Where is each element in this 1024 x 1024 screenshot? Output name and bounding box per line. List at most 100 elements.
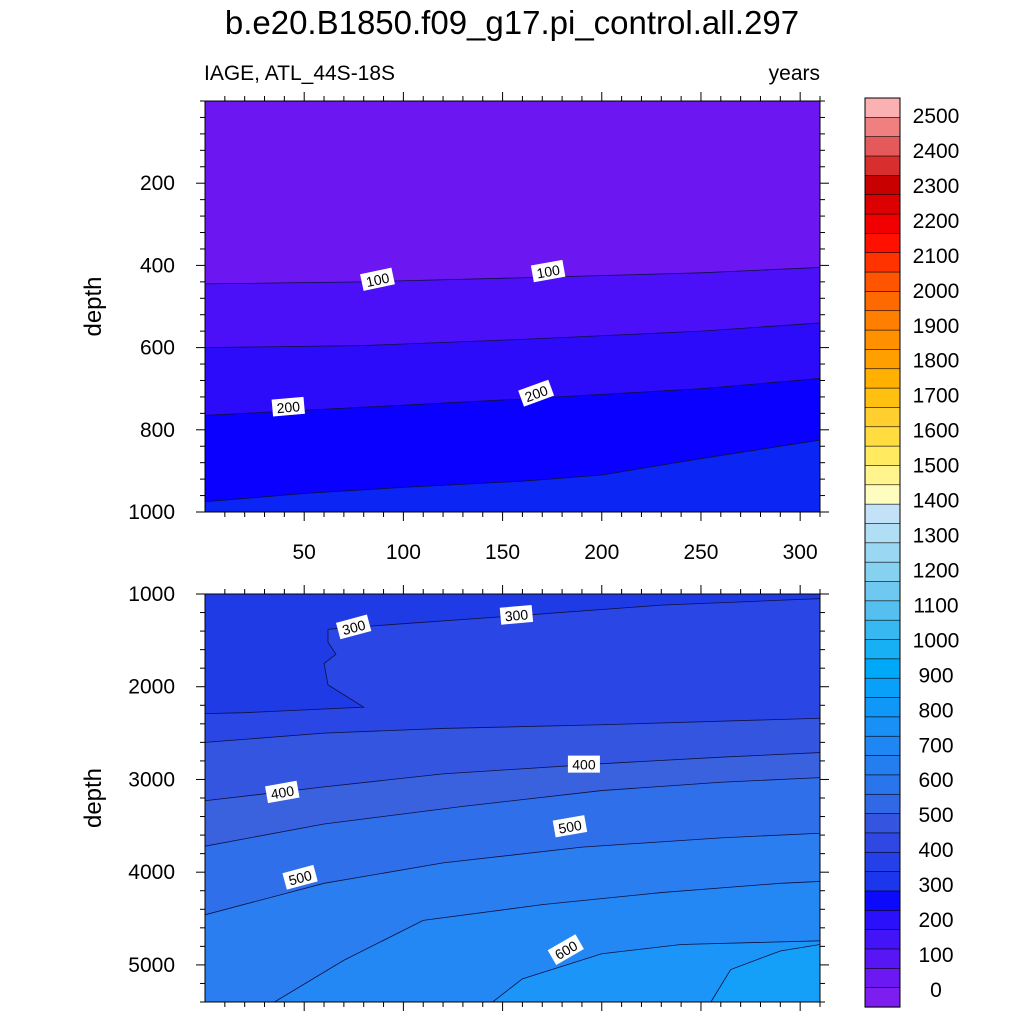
upper-panel: 100 100 200 200 50 100 150 200 250 300 200 400 600 80… <box>80 92 829 564</box>
upper-contour-line-1 <box>205 267 820 285</box>
x-tick-label: 100 <box>386 541 421 564</box>
colorbar-swatch <box>864 387 901 409</box>
colorbar-swatch <box>864 948 901 969</box>
colorbar-tick-label: 1500 <box>913 455 960 478</box>
colorbar-tick-label: 1900 <box>913 315 960 338</box>
contour-label: 500 <box>282 864 318 890</box>
colorbar-tick-label: 2400 <box>913 140 960 163</box>
contour-label-text: 100 <box>365 269 391 290</box>
colorbar-tick-label: 400 <box>918 839 953 862</box>
y-tick-label: 800 <box>140 419 175 442</box>
colorbar-swatch <box>864 503 901 525</box>
colorbar-swatch <box>864 697 901 718</box>
contour-label-text: 400 <box>269 782 295 802</box>
colorbar: 2500240023002200210020001900180017001600… <box>864 97 960 1008</box>
upper-filled-contours <box>205 101 820 512</box>
colorbar-tick-label: 700 <box>918 734 953 757</box>
colorbar-tick-label: 1300 <box>913 525 960 548</box>
lower-contour-line-4 <box>205 777 820 847</box>
colorbar-swatch <box>864 271 901 293</box>
lower-panel: 3003004004005005006001000200030004000500… <box>80 583 829 1011</box>
y-tick-label: 1000 <box>128 501 175 524</box>
x-tick-label: 300 <box>783 541 818 564</box>
colorbar-swatch <box>864 755 901 776</box>
x-tick-label: 50 <box>293 541 316 564</box>
contour-label-text: 100 <box>535 262 561 282</box>
y-tick-label: 600 <box>140 337 175 360</box>
x-tick-label: 250 <box>683 541 718 564</box>
colorbar-swatch <box>864 658 901 679</box>
y-tick-label: 5000 <box>128 954 175 977</box>
contour-label: 100 <box>360 267 395 291</box>
colorbar-swatch <box>864 445 901 467</box>
lower-contour-line-5 <box>205 832 820 916</box>
y-tick-label: 200 <box>140 172 175 195</box>
colorbar-swatch <box>864 871 901 892</box>
colorbar-tick-label: 500 <box>918 804 953 827</box>
lower-band-8 <box>710 944 820 1002</box>
contour-label: 400 <box>567 755 600 773</box>
contour-label-text: 500 <box>287 867 314 889</box>
colorbar-tick-label: 200 <box>918 909 953 932</box>
contour-label-text: 300 <box>340 617 367 639</box>
contour-label: 300 <box>336 614 372 640</box>
colorbar-swatch <box>864 987 901 1008</box>
contour-label-text: 200 <box>523 382 551 405</box>
y-tick-label: 3000 <box>128 768 175 791</box>
upper-band-4 <box>205 440 820 512</box>
colorbar-swatch <box>864 291 901 312</box>
colorbar-swatch <box>864 735 901 757</box>
contour-label: 500 <box>552 815 588 838</box>
colorbar-swatch <box>864 909 901 931</box>
colorbar-swatch <box>864 774 901 795</box>
colorbar-tick-label: 2000 <box>913 280 960 303</box>
lower-contour-line-7 <box>492 940 820 1002</box>
contour-label: 200 <box>271 396 305 417</box>
colorbar-tick-label: 800 <box>918 699 953 722</box>
colorbar-swatch <box>864 523 901 544</box>
colorbar-swatch <box>864 793 901 815</box>
upper-contour-line-4 <box>205 439 820 503</box>
y-tick-label: 1000 <box>128 583 175 606</box>
colorbar-swatch <box>864 484 901 505</box>
colorbar-swatch <box>864 581 901 602</box>
colorbar-tick-label: 100 <box>918 944 953 967</box>
x-tick-label: 150 <box>485 541 520 564</box>
colorbar-swatch <box>864 832 901 853</box>
colorbar-tick-label: 0 <box>930 979 942 1002</box>
colorbar-swatch <box>864 639 901 660</box>
contour-label-text: 500 <box>557 817 583 837</box>
colorbar-swatch <box>864 233 901 254</box>
y-tick-label: 2000 <box>128 676 175 699</box>
colorbar-swatch <box>864 349 901 370</box>
colorbar-swatch <box>864 890 901 911</box>
lower-filled-contours <box>205 594 820 1002</box>
colorbar-tick-label: 1600 <box>913 420 960 443</box>
colorbar-swatch <box>864 213 901 234</box>
colorbar-tick-label: 1700 <box>913 385 960 408</box>
colorbar-swatch <box>864 600 901 621</box>
colorbar-swatch <box>864 619 901 641</box>
colorbar-swatch <box>864 426 901 447</box>
colorbar-swatch <box>864 542 901 563</box>
x-tick-label: 200 <box>584 541 619 564</box>
lower-contour-line-6 <box>274 881 820 1002</box>
colorbar-tick-label: 1000 <box>913 629 960 652</box>
upper-contour-line-2 <box>205 322 820 348</box>
y-tick-label: 400 <box>140 254 175 277</box>
y-axis-label: depth <box>80 768 107 828</box>
colorbar-swatch <box>864 561 901 583</box>
colorbar-tick-label: 2200 <box>913 210 960 233</box>
contour-label: 100 <box>530 259 566 283</box>
upper-frame <box>204 100 821 513</box>
lower-contour-line-8 <box>710 944 820 1002</box>
contour-label: 200 <box>518 379 555 407</box>
colorbar-tick-label: 900 <box>918 664 953 687</box>
colorbar-swatch <box>864 968 901 989</box>
colorbar-tick-label: 1200 <box>913 559 960 582</box>
colorbar-tick-label: 2300 <box>913 175 960 198</box>
colorbar-swatch <box>864 310 901 331</box>
colorbar-swatch <box>864 813 901 834</box>
colorbar-swatch <box>864 155 901 176</box>
